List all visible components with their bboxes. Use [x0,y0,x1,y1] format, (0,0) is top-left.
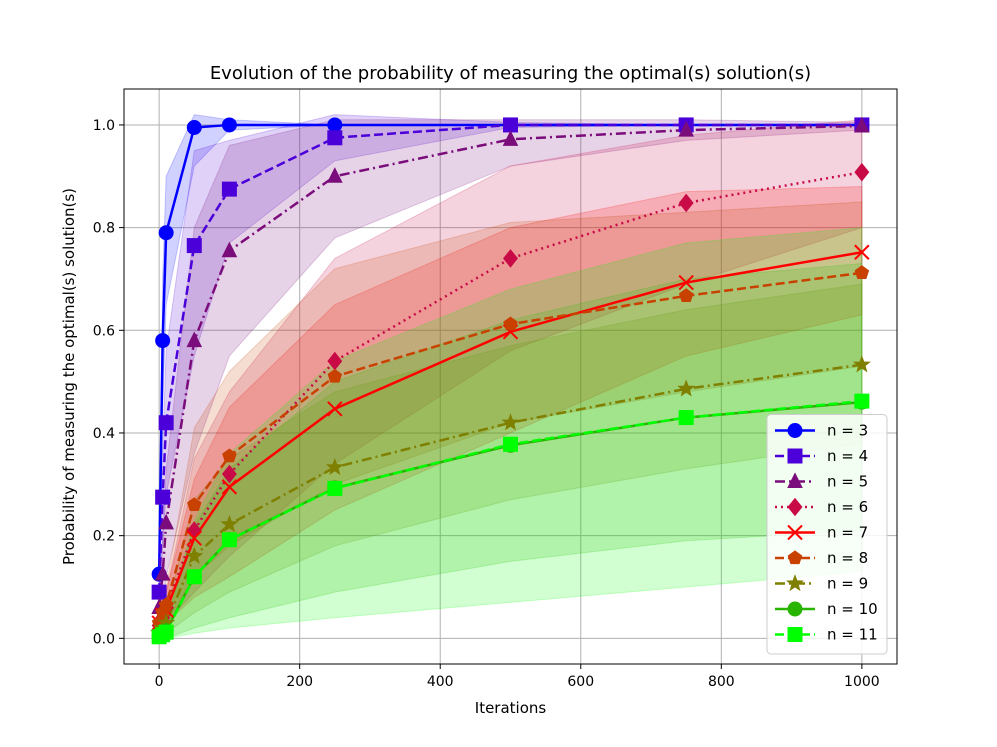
point-n-5 [502,130,519,146]
point-n-11 [854,393,870,409]
point-n-6 [221,464,237,484]
x-tick-label: 600 [567,674,594,690]
point-n-9 [501,413,520,431]
point-n-8 [503,316,518,331]
y-tick-label: 0.2 [93,529,115,545]
legend-label-n-6: n = 6 [827,498,868,516]
point-n-4 [327,130,343,146]
legend-marker-n-9 [786,574,804,592]
point-n-6 [678,193,694,213]
point-n-4 [155,489,171,505]
legend-label-n-8: n = 8 [827,549,868,567]
x-tick-label: 0 [155,674,164,690]
point-n-7 [221,479,238,495]
legend-marker-n-4 [787,448,803,464]
point-n-11 [158,624,174,640]
legend-marker-n-3 [787,423,803,438]
legend-marker-n-8 [787,550,803,565]
point-n-9 [325,457,344,475]
series-markers [150,116,871,645]
plot-frame [123,88,898,665]
point-n-11 [503,436,518,452]
legend-marker-n-10 [787,601,803,617]
point-n-3 [221,117,237,133]
point-n-4 [158,415,174,431]
point-n-7 [186,530,202,546]
point-n-6 [503,249,518,268]
legend-box [766,414,888,655]
point-n-4 [151,584,167,600]
point-n-11 [327,480,343,496]
x-tick-label: 1000 [844,674,880,690]
point-n-4 [186,238,202,254]
point-n-8 [327,368,343,383]
point-n-5 [186,331,203,348]
legend: n = 3 n = 4 n = 5 n = 6 n = 7 n = 8 n = 9 n = 1… [766,414,888,655]
legend-label-n-10: n = 10 [827,600,878,618]
point-n-11 [221,532,237,548]
point-n-8 [158,597,174,612]
y-tick-label: 0.4 [93,426,115,442]
y-tick-label: 0.8 [93,221,115,237]
point-n-8 [854,265,870,279]
legend-label-n-3: n = 3 [827,422,868,440]
point-n-6 [854,162,870,182]
point-n-4 [221,181,237,197]
point-n-8 [187,497,202,512]
point-n-9 [185,546,204,564]
point-n-8 [222,448,237,463]
point-n-5 [158,513,174,530]
point-n-11 [186,569,202,585]
line-n-4 [157,123,862,593]
point-n-5 [221,241,238,258]
x-tick-label: 400 [427,674,454,690]
y-tick-label: 0.6 [93,323,115,339]
confidence-bands [158,114,863,640]
point-n-5 [678,120,694,137]
point-n-7 [327,401,343,417]
axis-ticks: 0 200 400 600 800 1000 0.0 0.2 0.4 0.6 0.8 1.0 [93,118,880,690]
legend-marker-n-7 [787,524,803,541]
x-tick-label: 200 [286,674,313,690]
point-n-5 [327,167,343,183]
y-axis-label: Probability of measuring the optimal(s) … [60,188,78,565]
legend-label-n-5: n = 5 [827,473,868,491]
legend-marker-n-5 [787,472,803,488]
legend-label-n-11: n = 11 [827,626,878,644]
point-n-5 [154,565,171,581]
point-n-3 [186,120,202,136]
legend-marker-n-11 [787,627,803,642]
point-n-3 [155,333,171,349]
point-n-7 [678,274,694,291]
point-n-5 [854,116,870,133]
legend-label-n-9: n = 9 [827,575,868,593]
point-n-3 [327,117,343,133]
point-n-3 [158,225,174,241]
point-n-8 [678,288,694,303]
chart-title: Evolution of the probability of measurin… [210,63,811,84]
legend-label-n-7: n = 7 [827,524,868,542]
point-n-11 [678,410,694,426]
point-n-9 [852,355,871,373]
point-n-9 [677,379,696,397]
legend-marker-n-6 [787,497,803,517]
x-axis-label: Iterations [475,699,547,717]
x-tick-label: 800 [708,674,735,690]
y-tick-label: 0.0 [93,631,115,647]
y-tick-label: 1.0 [93,118,115,134]
point-n-7 [854,244,870,260]
point-n-9 [220,514,239,532]
legend-label-n-4: n = 4 [827,447,868,465]
point-n-4 [503,117,518,133]
